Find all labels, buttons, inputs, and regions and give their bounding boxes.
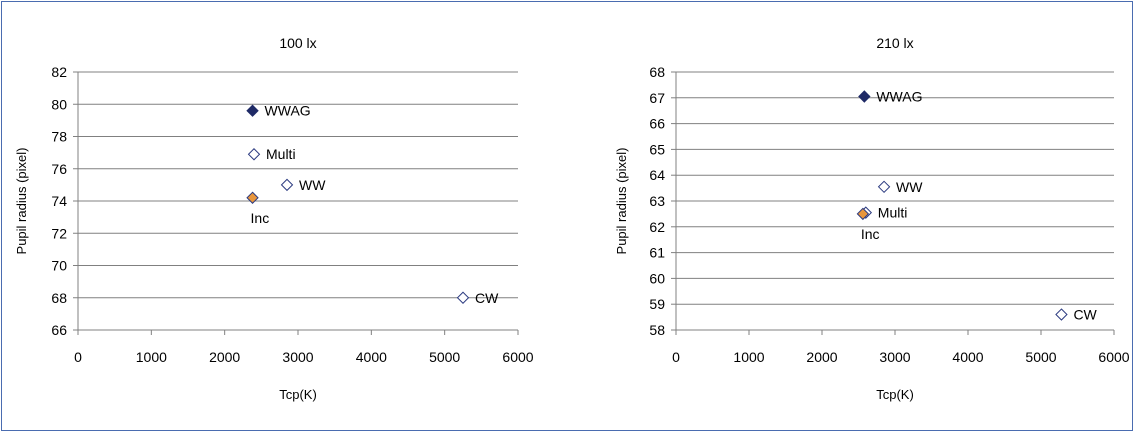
y-tick-label: 60 [649,270,665,286]
x-tick-label: 6000 [502,349,533,365]
data-point-cw [456,291,470,304]
y-tick-label: 62 [649,219,665,235]
data-point-multi [247,148,261,161]
point-label-multi: Multi [878,205,908,221]
y-tick-label: 66 [649,116,665,132]
point-label-inc: Inc [861,226,880,242]
x-tick-label: 6000 [1098,349,1129,365]
y-tick-label: 72 [51,225,67,241]
y-tick-label: 64 [649,167,665,183]
data-point-ww [877,180,891,194]
y-tick-label: 63 [649,193,665,209]
point-label-inc: Inc [251,210,270,226]
x-tick-label: 3000 [879,349,910,365]
y-tick-label: 82 [51,64,67,80]
x-axis-label: Tcp(K) [279,387,317,402]
data-point-cw [1055,308,1068,321]
y-tick-label: 78 [51,129,67,145]
point-label-cw: CW [475,290,499,306]
point-label-wwag: WWAG [265,103,311,119]
point-label-multi: Multi [266,146,296,162]
y-tick-label: 66 [51,322,67,338]
y-tick-label: 68 [649,64,665,80]
y-tick-label: 59 [649,296,665,312]
x-tick-label: 2000 [209,349,240,365]
y-tick-label: 74 [51,193,67,209]
x-tick-label: 0 [74,349,82,365]
y-tick-label: 76 [51,161,67,177]
point-label-wwag: WWAG [876,89,922,105]
y-tick-label: 80 [51,96,67,112]
data-point-inc [856,207,870,221]
point-label-cw: CW [1073,307,1097,323]
point-label-ww: WW [896,179,923,195]
data-point-inc [246,191,259,204]
y-tick-label: 58 [649,322,665,338]
chart-title: 210 lx [876,35,913,51]
y-tick-label: 67 [649,90,665,106]
chart-2: 58 59 60 61 62 63 64 65 66 67 68 0 1000 2000 3000 4000 5… [614,35,1130,402]
x-axis-label: Tcp(K) [876,387,914,402]
y-tick-label: 68 [51,290,67,306]
x-tick-label: 4000 [952,349,983,365]
x-tick-label: 1000 [136,349,167,365]
chart-title: 100 lx [279,35,316,51]
x-tick-label: 3000 [282,349,313,365]
x-tick-label: 0 [672,349,680,365]
y-axis-label: Pupil radius (pixel) [614,148,629,255]
y-tick-label: 65 [649,141,665,157]
data-point-ww [280,178,294,192]
y-axis-label: Pupil radius (pixel) [14,148,29,255]
x-tick-label: 5000 [429,349,460,365]
x-tick-label: 2000 [806,349,837,365]
point-label-ww: WW [299,177,326,193]
x-tick-label: 1000 [733,349,764,365]
y-tick-label: 70 [51,258,67,274]
chart-1: 66 68 70 72 74 76 78 80 82 0 1000 2000 3000 4000 5000 6… [14,35,534,402]
y-tick-label: 61 [649,245,665,261]
data-point-wwag [246,104,259,117]
x-tick-label: 4000 [356,349,387,365]
data-point-wwag [858,90,871,103]
x-tick-label: 5000 [1025,349,1056,365]
